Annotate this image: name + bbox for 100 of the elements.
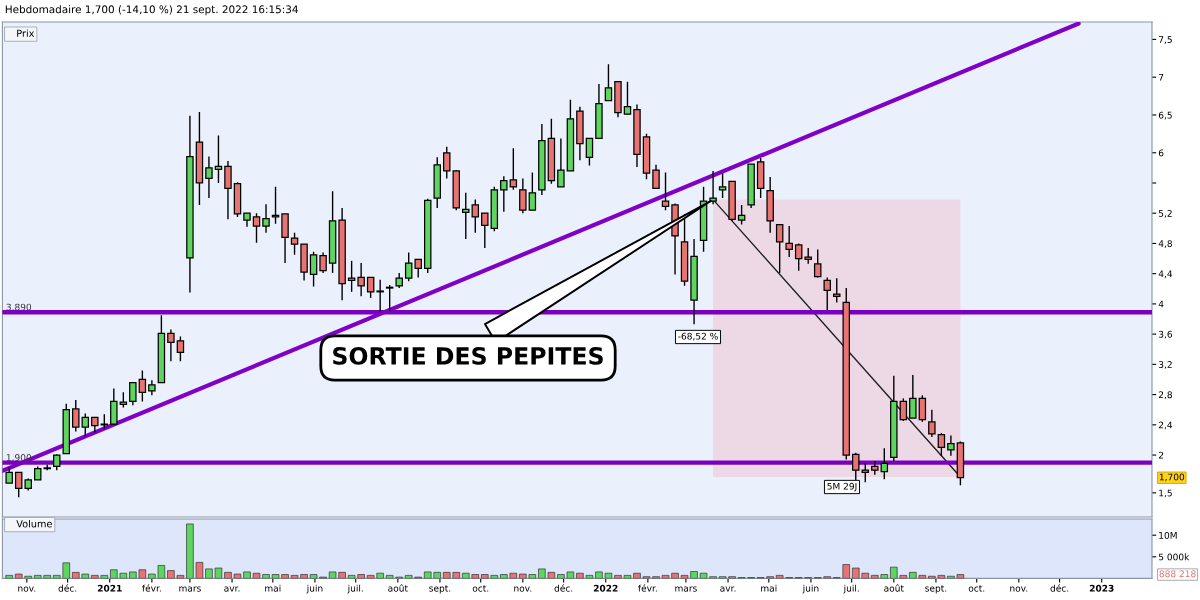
- candlestick: [880, 447, 889, 480]
- ref-line-label: 1,900: [6, 454, 32, 462]
- bar: [5, 575, 13, 579]
- y-tick-label: 3,6: [1158, 330, 1173, 339]
- candlestick: [623, 81, 632, 115]
- y-tick-label: 2,4: [1158, 421, 1173, 430]
- candlestick: [81, 412, 90, 437]
- candlestick: [224, 160, 232, 220]
- candlestick: [290, 232, 299, 256]
- candlestick: [519, 177, 527, 214]
- chart-title: Hebdomadaire 1,700 (-14,10 %) 21 sept. 2022 16:15:34: [5, 5, 298, 16]
- annotation: -68,52 %: [678, 332, 718, 341]
- x-tick-label: mars: [675, 586, 697, 592]
- x-tick-label: 2023: [1089, 584, 1114, 592]
- y-tick-label: 1,5: [1159, 489, 1172, 498]
- x-tick-label: nov.: [1010, 586, 1028, 592]
- x-tick-label: mai: [761, 584, 777, 592]
- annotation: 5M 29J: [827, 482, 857, 492]
- x-tick-label: juil.: [347, 584, 363, 594]
- x-tick-label: déc.: [554, 584, 573, 592]
- y-tick-label: 2,8: [1158, 391, 1172, 400]
- candlestick: [509, 147, 518, 191]
- candlestick: [404, 251, 413, 282]
- candlestick: [72, 399, 80, 433]
- candlestick: [281, 213, 289, 264]
- x-tick-label: août: [388, 584, 408, 592]
- y-tick-label: 5 000k: [1158, 553, 1190, 561]
- x-tick-label: nov.: [18, 586, 36, 592]
- x-tick-label: sept.: [429, 585, 451, 594]
- candlestick: [376, 279, 384, 313]
- candlestick: [794, 242, 803, 272]
- candlestick: [357, 262, 365, 298]
- x-tick-label: mars: [179, 586, 201, 592]
- candlestick: [167, 328, 175, 363]
- x-tick-label: août: [884, 584, 904, 592]
- candlestick: [918, 394, 927, 423]
- candlestick: [252, 212, 261, 244]
- legend-title: Volume: [16, 519, 52, 528]
- candlestick: [775, 223, 784, 274]
- candlestick: [309, 251, 318, 288]
- x-tick-label: avr.: [224, 586, 240, 592]
- candlestick: [928, 409, 936, 438]
- candlestick: [262, 203, 270, 234]
- x-tick-label: juin: [802, 584, 819, 594]
- candlestick: [832, 277, 841, 304]
- candlestick: [500, 175, 508, 213]
- y-tick-label: 10M: [1159, 531, 1177, 539]
- candlestick: [785, 225, 793, 258]
- y-tick-label: 3,2: [1158, 361, 1172, 369]
- candlestick: [937, 432, 946, 457]
- x-tick-label: sept.: [925, 585, 947, 594]
- candlestick: [319, 251, 327, 274]
- text: 888 218: [1159, 570, 1196, 578]
- x-tick-label: avr.: [720, 586, 736, 592]
- candlestick: [823, 276, 831, 311]
- candlestick: [205, 155, 213, 199]
- candlestick: [661, 171, 670, 211]
- candlestick: [14, 471, 23, 499]
- candlestick: [481, 212, 489, 249]
- y-tick-label: 7: [1158, 74, 1164, 81]
- candlestick: [271, 186, 280, 225]
- x-tick-label: févr.: [638, 584, 657, 592]
- x-tick-label: févr.: [142, 584, 161, 592]
- candlestick: [652, 164, 660, 189]
- y-tick-label: 4,4: [1158, 270, 1173, 279]
- annotation: SORTIE DES PEPITES: [333, 346, 603, 365]
- x-tick-label: mai: [265, 584, 281, 592]
- x-tick-label: nov.: [514, 586, 532, 592]
- candlestick: [737, 204, 746, 226]
- candlestick: [385, 284, 394, 313]
- x-tick-label: déc.: [58, 584, 77, 592]
- candlestick: [129, 381, 137, 406]
- candlestick: [462, 192, 470, 240]
- candlestick: [471, 198, 480, 234]
- candlestick: [947, 434, 955, 457]
- candlestick: [557, 137, 565, 188]
- candlestick: [718, 172, 727, 199]
- candlestick: [528, 171, 537, 211]
- candlestick: [909, 374, 917, 419]
- y-tick-label: 5,2: [1158, 209, 1172, 218]
- candlestick: [214, 134, 223, 184]
- x-tick-label: déc.: [1050, 584, 1069, 592]
- x-tick-label: oct.: [472, 585, 489, 592]
- y-tick-label: 4: [1158, 300, 1164, 308]
- x-tick-label: 2022: [593, 584, 618, 592]
- y-tick-label: 7,5: [1158, 36, 1172, 44]
- y-tick-label: 4,8: [1158, 240, 1172, 248]
- y-tick-label: 6: [1158, 149, 1164, 157]
- candlestick: [176, 335, 185, 363]
- x-tick-label: oct.: [968, 585, 985, 592]
- candlestick: [110, 387, 118, 425]
- candlestick: [585, 137, 594, 167]
- legend-title: Prix: [17, 29, 35, 37]
- candlestick: [366, 276, 375, 299]
- text: 1,700: [1159, 473, 1185, 482]
- x-tick-label: juil.: [843, 584, 859, 594]
- candlestick: [899, 397, 908, 422]
- candlestick: [813, 248, 822, 279]
- y-tick-label: 6,5: [1158, 111, 1172, 120]
- candlestick: [604, 63, 613, 102]
